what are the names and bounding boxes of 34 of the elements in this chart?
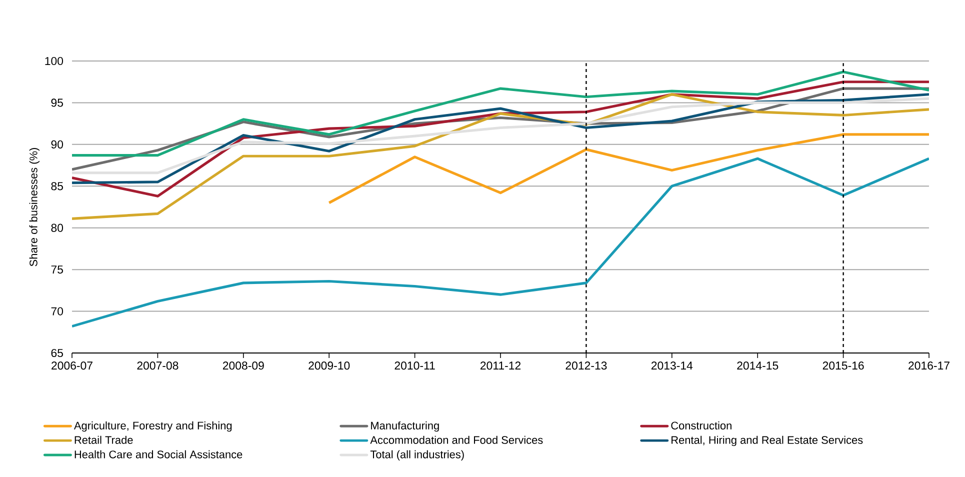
legend-label: Accommodation and Food Services xyxy=(370,436,543,444)
x-tick-label: 2006-07 xyxy=(52,362,92,370)
legend-label: Health Care and Social Assistance xyxy=(74,450,242,458)
y-tick-label: 70 xyxy=(51,307,64,316)
x-tick-label: 2008-09 xyxy=(222,362,264,370)
y-tick-label: 75 xyxy=(51,266,63,274)
y-tick-label: 90 xyxy=(51,140,64,148)
legend-label: Retail Trade xyxy=(74,436,133,444)
x-tick-label: 2015-16 xyxy=(822,362,864,370)
y-tick-label: 95 xyxy=(51,98,63,107)
legend-label: Total (all industries) xyxy=(370,450,464,460)
legend-label: Manufacturing xyxy=(371,421,439,432)
y-tick-label: 65 xyxy=(51,348,63,358)
x-tick-label: 2009-10 xyxy=(308,362,350,370)
y-tick-label: 80 xyxy=(51,224,64,232)
y-tick-label: 100 xyxy=(45,56,64,66)
line-series xyxy=(72,157,930,328)
line-series xyxy=(328,133,930,204)
x-tick-label: 2007-08 xyxy=(137,362,178,370)
legend-label: Agriculture, Forestry and Fishing xyxy=(74,421,232,432)
y-axis-title: Share of businesses (%) xyxy=(29,148,40,266)
line-series xyxy=(72,93,930,220)
legend-label: Rental, Hiring and Real Estate Services xyxy=(672,436,863,446)
x-tick-label: 2016-17 xyxy=(908,362,950,370)
line-series xyxy=(72,97,930,174)
y-tick-label: 85 xyxy=(51,182,63,190)
x-tick-label: 2010-11 xyxy=(394,362,435,370)
x-tick-label: 2013-14 xyxy=(651,362,693,370)
line-series xyxy=(72,93,930,184)
legend-label: Construction xyxy=(671,421,732,430)
x-tick-label: 2012-13 xyxy=(566,362,607,370)
line-series xyxy=(72,70,930,157)
x-tick-label: 2011-12 xyxy=(480,362,521,370)
x-tick-label: 2014-15 xyxy=(737,362,778,370)
